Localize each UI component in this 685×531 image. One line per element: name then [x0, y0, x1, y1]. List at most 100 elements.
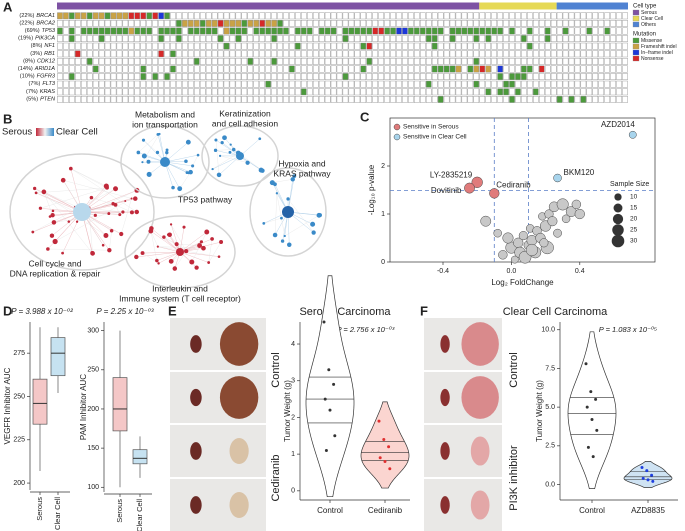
- network-edge: [287, 198, 314, 233]
- empty-cell: [598, 27, 605, 35]
- empty-cell: [509, 50, 515, 58]
- mutation-cell: [128, 27, 135, 35]
- empty-cell: [449, 50, 456, 58]
- empty-cell: [372, 73, 378, 81]
- violin: [305, 275, 355, 498]
- empty-cell: [128, 95, 135, 103]
- empty-cell: [378, 12, 384, 20]
- empty-cell: [479, 80, 486, 88]
- empty-cell: [515, 58, 521, 65]
- network-edge: [239, 155, 262, 171]
- empty-cell: [211, 50, 218, 58]
- network-node: [141, 161, 144, 164]
- empty-cell: [414, 12, 420, 20]
- empty-cell: [420, 20, 426, 27]
- empty-cell: [116, 95, 123, 103]
- empty-cell: [98, 42, 105, 50]
- empty-cell: [98, 65, 105, 73]
- empty-cell: [205, 73, 212, 81]
- gene-name: FLT3: [42, 82, 56, 88]
- empty-cell: [205, 65, 212, 73]
- empty-cell: [443, 42, 450, 50]
- empty-cell: [92, 20, 99, 27]
- network-node: [165, 148, 169, 152]
- size-legend-label: 15: [630, 205, 638, 212]
- empty-cell: [241, 95, 248, 103]
- empty-cell: [86, 95, 93, 103]
- empty-cell: [122, 73, 129, 81]
- empty-cell: [57, 73, 63, 81]
- mutation-cell: [92, 65, 99, 73]
- y-tick-label: 275: [13, 350, 25, 357]
- empty-cell: [152, 27, 158, 35]
- mutation-cell: [485, 35, 491, 43]
- point: [650, 473, 654, 477]
- empty-cell: [396, 35, 402, 43]
- empty-cell: [146, 42, 152, 50]
- empty-cell: [402, 12, 408, 20]
- empty-cell: [170, 95, 176, 103]
- mutation-cell: [259, 27, 265, 35]
- empty-cell: [330, 20, 337, 27]
- empty-cell: [354, 35, 361, 43]
- mutation-cell: [176, 35, 182, 43]
- empty-cell: [217, 80, 224, 88]
- size-legend-marker: [612, 224, 624, 236]
- empty-cell: [312, 80, 319, 88]
- empty-cell: [497, 12, 503, 20]
- empty-cell: [295, 88, 301, 96]
- empty-cell: [318, 35, 325, 43]
- empty-cell: [568, 58, 575, 65]
- point: [387, 445, 391, 449]
- empty-cell: [533, 27, 539, 35]
- empty-cell: [616, 58, 622, 65]
- empty-cell: [443, 58, 450, 65]
- empty-cell: [104, 20, 111, 27]
- empty-cell: [408, 42, 414, 50]
- empty-cell: [485, 80, 491, 88]
- empty-cell: [396, 42, 402, 50]
- empty-cell: [503, 42, 509, 50]
- empty-cell: [92, 58, 99, 65]
- empty-cell: [188, 95, 194, 103]
- empty-cell: [92, 35, 99, 43]
- legend-swatch: [632, 49, 640, 56]
- gene-name: CDK12: [37, 59, 56, 65]
- empty-cell: [307, 73, 313, 81]
- empty-cell: [586, 80, 593, 88]
- empty-cell: [408, 58, 414, 65]
- empty-cell: [538, 88, 545, 96]
- empty-cell: [229, 80, 236, 88]
- network-edge: [239, 138, 260, 157]
- empty-cell: [455, 80, 462, 88]
- empty-cell: [414, 65, 420, 73]
- cluster-label: Interleukin and: [152, 283, 208, 293]
- empty-cell: [443, 27, 450, 35]
- mutation-cell: [205, 27, 212, 35]
- empty-cell: [283, 20, 289, 27]
- empty-cell: [295, 35, 301, 43]
- mutation-cell: [568, 95, 575, 103]
- empty-cell: [122, 35, 129, 43]
- empty-cell: [449, 73, 456, 81]
- mutation-cell: [164, 12, 170, 20]
- empty-cell: [562, 50, 569, 58]
- empty-cell: [295, 65, 301, 73]
- network-edge: [63, 180, 132, 199]
- network-node: [60, 177, 66, 183]
- empty-cell: [336, 58, 343, 65]
- empty-cell: [372, 35, 378, 43]
- mutation-cell: [86, 12, 93, 20]
- mutation-cell: [80, 27, 87, 35]
- empty-cell: [354, 65, 361, 73]
- empty-cell: [586, 65, 593, 73]
- legend-gradient: [36, 128, 54, 136]
- mutation-cell: [324, 27, 331, 35]
- empty-cell: [455, 20, 462, 27]
- empty-cell: [211, 12, 218, 20]
- y-tick-label: 200: [13, 480, 25, 487]
- mutation-cell: [235, 35, 242, 43]
- legend-swatch: [632, 15, 640, 22]
- network-edge: [212, 155, 241, 170]
- empty-cell: [116, 58, 123, 65]
